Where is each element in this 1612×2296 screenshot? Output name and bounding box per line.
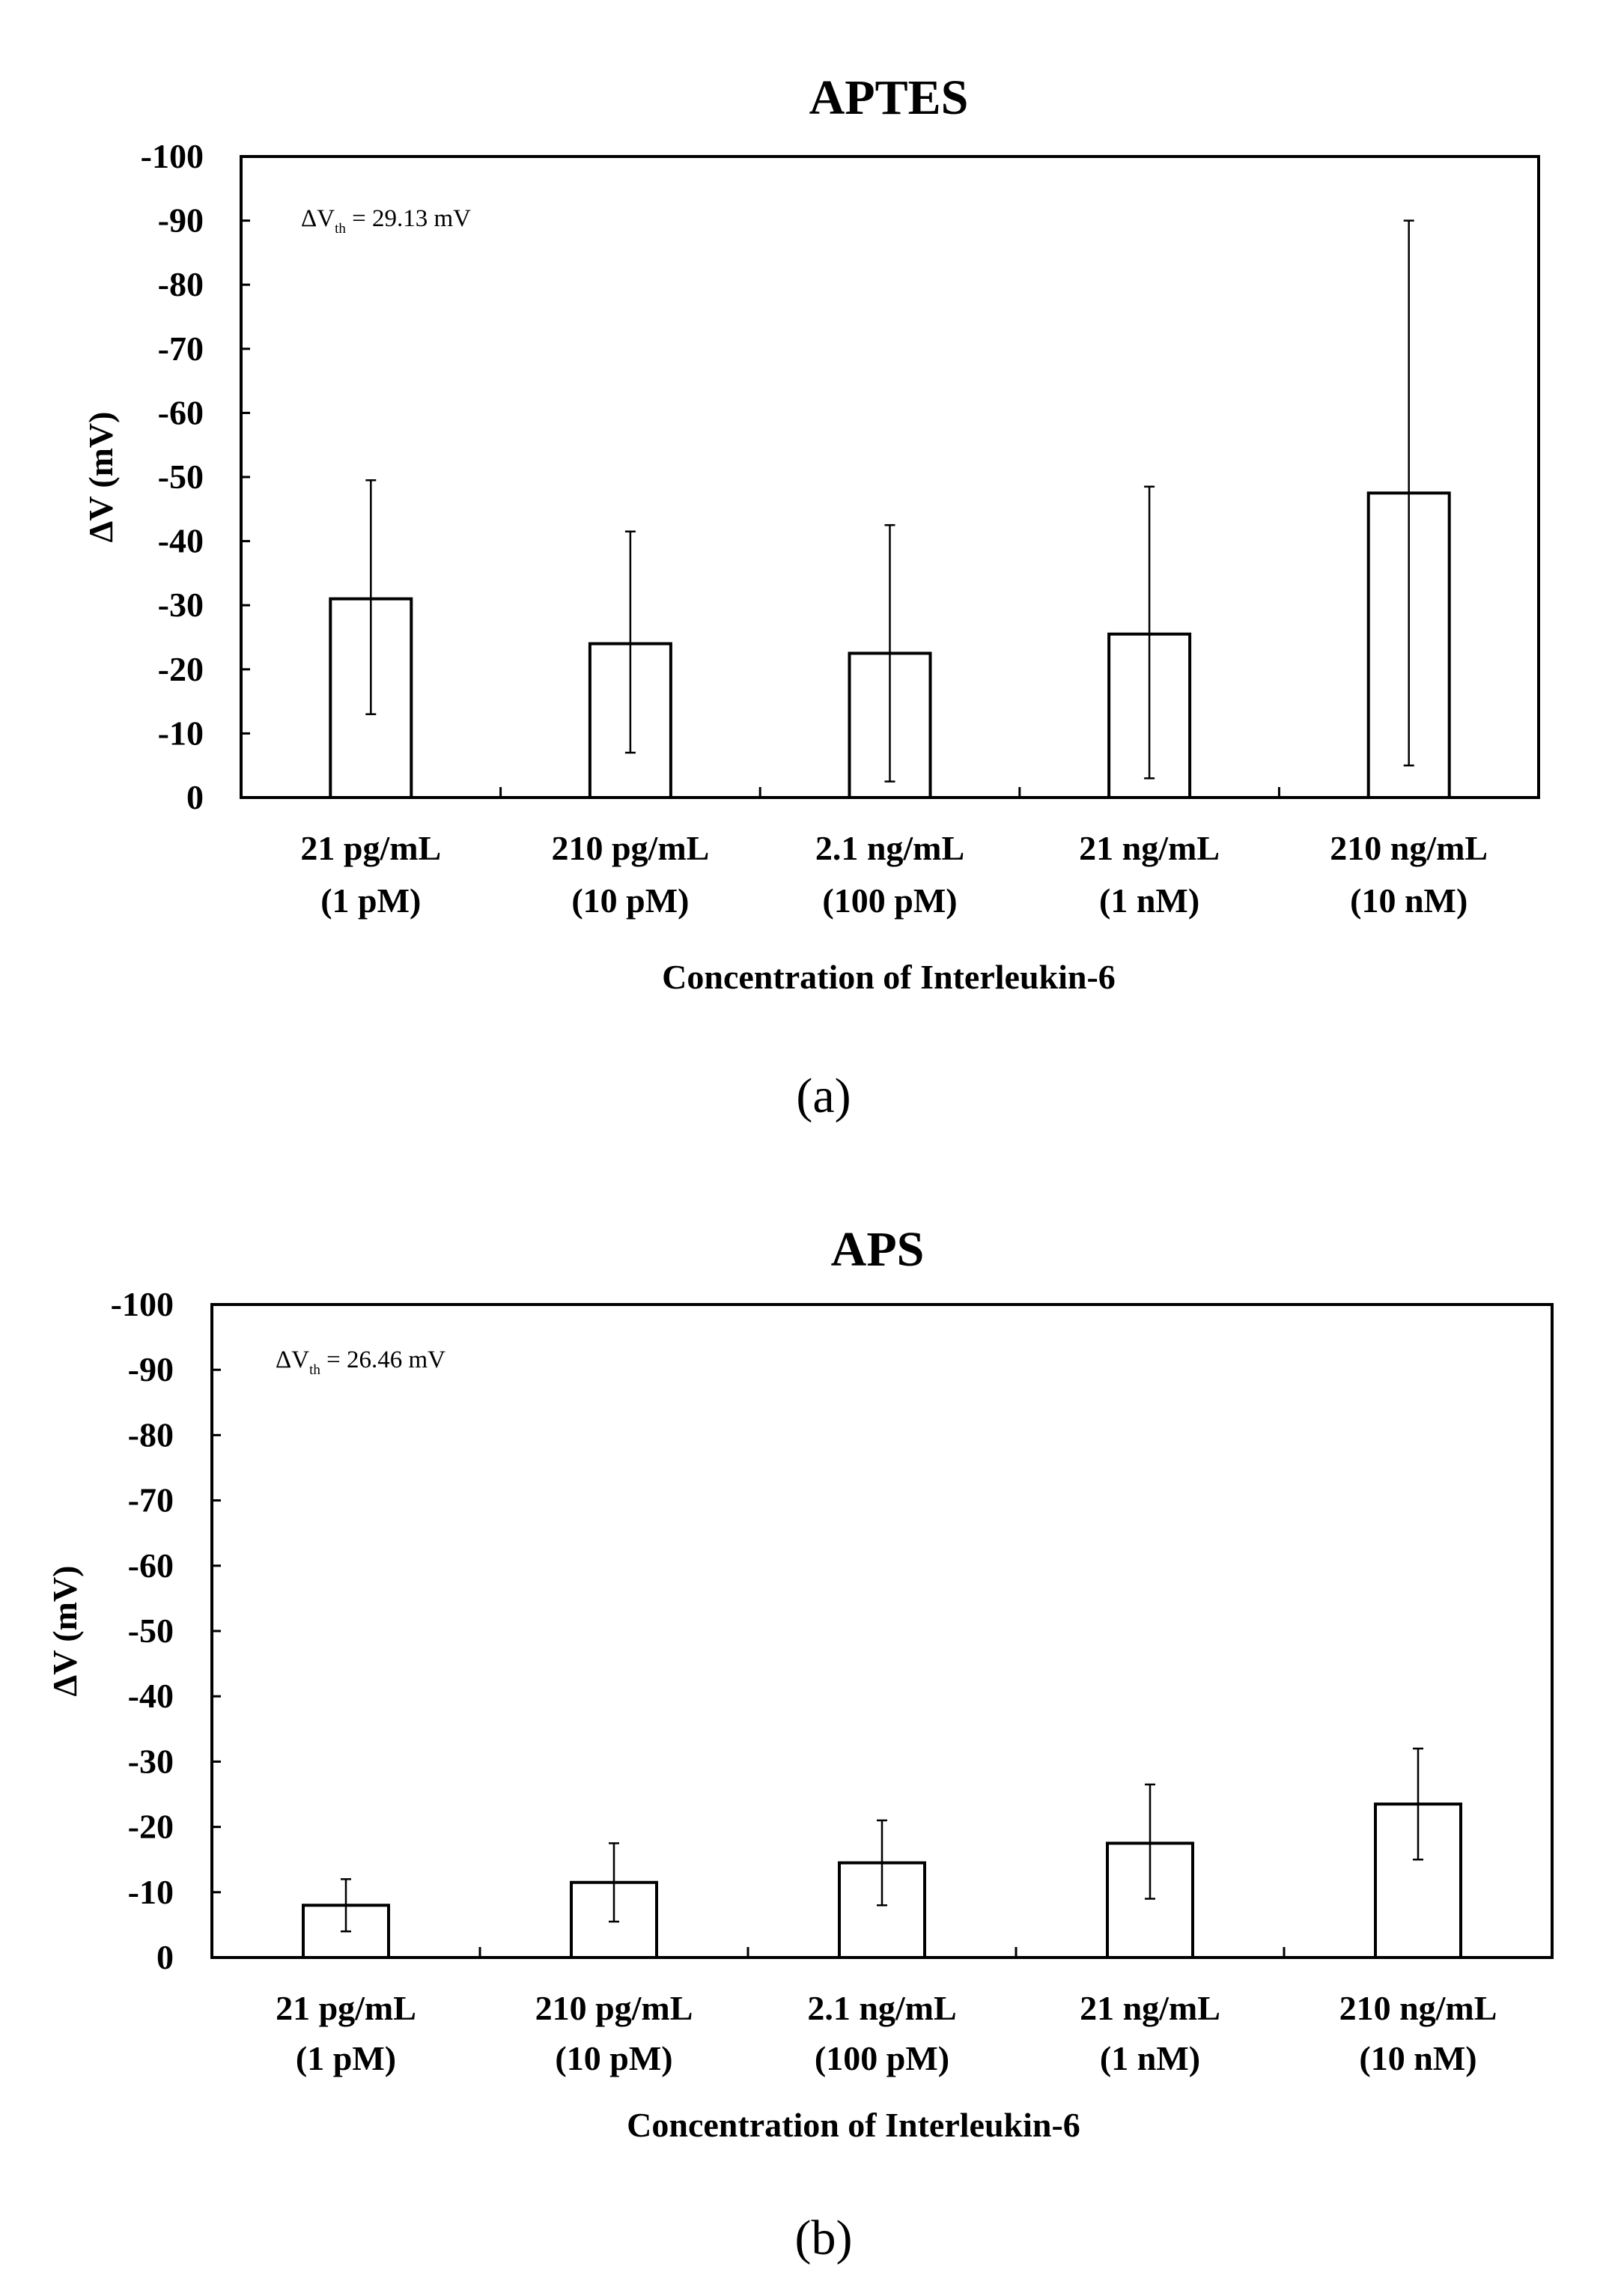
y-tick-label: -60 — [158, 393, 204, 431]
category-label-line1: 21 pg/mL — [300, 829, 441, 867]
y-axis-ticks: -100-90-80-70-60-50-40-30-20-100 — [141, 137, 250, 816]
y-tick-label: -80 — [158, 265, 204, 303]
y-tick-label: 0 — [156, 1938, 174, 1976]
category-label-line2: (1 pM) — [320, 881, 421, 920]
chart-title: APTES — [809, 70, 969, 125]
panel-label: (b) — [795, 2211, 853, 2265]
y-tick-label: -30 — [158, 586, 204, 624]
category-label-line2: (1 pM) — [296, 2039, 396, 2077]
error-bars — [365, 219, 1414, 783]
y-tick-label: -20 — [158, 650, 204, 688]
panel-a-chart: APTES ΔVth = 29.13 mV -100-90-80-70-60-5… — [82, 70, 1540, 1123]
category-label-line2: (10 nM) — [1350, 881, 1467, 920]
y-tick-label: -60 — [128, 1546, 174, 1585]
threshold-annotation: ΔVth = 29.13 mV — [301, 205, 471, 237]
y-tick-label: -10 — [128, 1873, 174, 1911]
category-label-line1: 21 ng/mL — [1079, 829, 1220, 867]
y-tick-label: -100 — [141, 137, 204, 175]
error-bars — [341, 1747, 1423, 1933]
y-tick-label: -50 — [128, 1612, 174, 1650]
category-labels: 21 pg/mL (1 pM) 210 pg/mL (10 pM) 2.1 ng/mL (… — [276, 1989, 1497, 2077]
category-label-line1: 210 ng/mL — [1339, 1989, 1497, 2027]
category-label-line2: (10 pM) — [555, 2039, 672, 2077]
category-label-line2: (10 pM) — [571, 881, 689, 920]
y-tick-label: -90 — [158, 201, 204, 240]
x-axis-ticks — [499, 787, 1280, 798]
y-tick-label: -100 — [111, 1285, 174, 1323]
x-axis-label: Concentration of Interleukin-6 — [627, 2106, 1080, 2144]
x-axis-label: Concentration of Interleukin-6 — [662, 958, 1116, 996]
category-label-line1: 2.1 ng/mL — [815, 829, 964, 867]
y-tick-label: -40 — [158, 522, 204, 560]
y-axis-label: ΔV (mV) — [82, 412, 120, 543]
y-tick-label: -20 — [128, 1808, 174, 1846]
y-tick-label: -70 — [158, 329, 204, 368]
chart-title: APS — [831, 1222, 925, 1277]
category-label-line1: 210 ng/mL — [1330, 829, 1488, 867]
y-tick-label: -80 — [128, 1415, 174, 1454]
panel-b-chart: APS ΔVth = 26.46 mV -100-90-80-70-60-50-… — [46, 1222, 1554, 2265]
y-axis-label: ΔV (mV) — [46, 1566, 84, 1697]
category-label-line2: (100 pM) — [815, 2039, 949, 2077]
category-label-line1: 210 pg/mL — [535, 1989, 693, 2027]
y-tick-label: -40 — [128, 1677, 174, 1715]
y-tick-label: -10 — [158, 714, 204, 752]
category-label-line2: (100 pM) — [822, 881, 957, 920]
y-tick-label: -50 — [158, 458, 204, 496]
threshold-annotation: ΔVth = 26.46 mV — [276, 1346, 445, 1378]
category-label-line1: 210 pg/mL — [551, 829, 709, 867]
y-tick-label: 0 — [186, 778, 204, 816]
category-label-line2: (10 nM) — [1359, 2039, 1476, 2077]
y-axis-ticks: -100-90-80-70-60-50-40-30-20-100 — [111, 1285, 221, 1976]
y-tick-label: -70 — [128, 1481, 174, 1519]
category-label-line1: 21 ng/mL — [1080, 1989, 1220, 2027]
y-tick-label: -30 — [128, 1742, 174, 1780]
category-label-line2: (1 nM) — [1099, 881, 1199, 920]
y-tick-label: -90 — [128, 1350, 174, 1388]
panel-label: (a) — [796, 1069, 851, 1123]
category-label-line1: 21 pg/mL — [276, 1989, 416, 2027]
category-label-line2: (1 nM) — [1100, 2039, 1200, 2077]
category-label-line1: 2.1 ng/mL — [807, 1989, 956, 2027]
category-labels: 21 pg/mL (1 pM) 210 pg/mL (10 pM) 2.1 ng/mL (… — [300, 829, 1488, 920]
x-axis-ticks — [478, 1947, 1286, 1958]
